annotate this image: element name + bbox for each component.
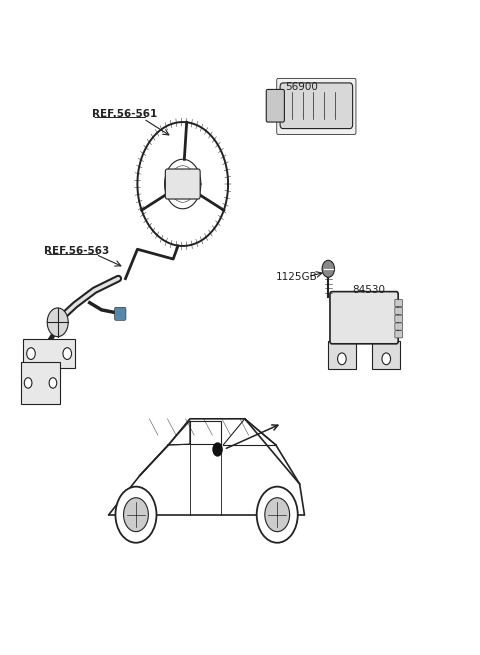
Circle shape — [265, 498, 289, 532]
Circle shape — [257, 487, 298, 543]
FancyBboxPatch shape — [328, 341, 356, 369]
Circle shape — [24, 378, 32, 388]
Text: REF.56-561: REF.56-561 — [92, 109, 157, 119]
Circle shape — [27, 348, 35, 360]
FancyBboxPatch shape — [395, 315, 403, 322]
FancyBboxPatch shape — [395, 299, 403, 307]
FancyBboxPatch shape — [165, 169, 200, 199]
Circle shape — [212, 442, 223, 457]
Text: 1125GB: 1125GB — [276, 272, 318, 282]
Circle shape — [382, 353, 391, 365]
Circle shape — [47, 308, 68, 337]
FancyBboxPatch shape — [395, 323, 403, 330]
FancyBboxPatch shape — [280, 83, 353, 128]
Circle shape — [337, 353, 346, 365]
Text: REF.56-563: REF.56-563 — [44, 246, 109, 255]
FancyBboxPatch shape — [277, 79, 356, 134]
FancyBboxPatch shape — [395, 331, 403, 338]
Circle shape — [63, 348, 72, 360]
Text: 56900: 56900 — [285, 83, 318, 92]
FancyBboxPatch shape — [372, 341, 400, 369]
Circle shape — [116, 487, 156, 543]
Text: 84530: 84530 — [352, 285, 385, 295]
FancyBboxPatch shape — [330, 291, 398, 344]
FancyBboxPatch shape — [22, 362, 60, 404]
FancyBboxPatch shape — [23, 339, 75, 368]
Circle shape — [123, 498, 148, 532]
FancyBboxPatch shape — [266, 90, 284, 122]
FancyBboxPatch shape — [395, 307, 403, 314]
FancyBboxPatch shape — [115, 307, 126, 320]
Circle shape — [49, 378, 57, 388]
Circle shape — [322, 260, 335, 277]
